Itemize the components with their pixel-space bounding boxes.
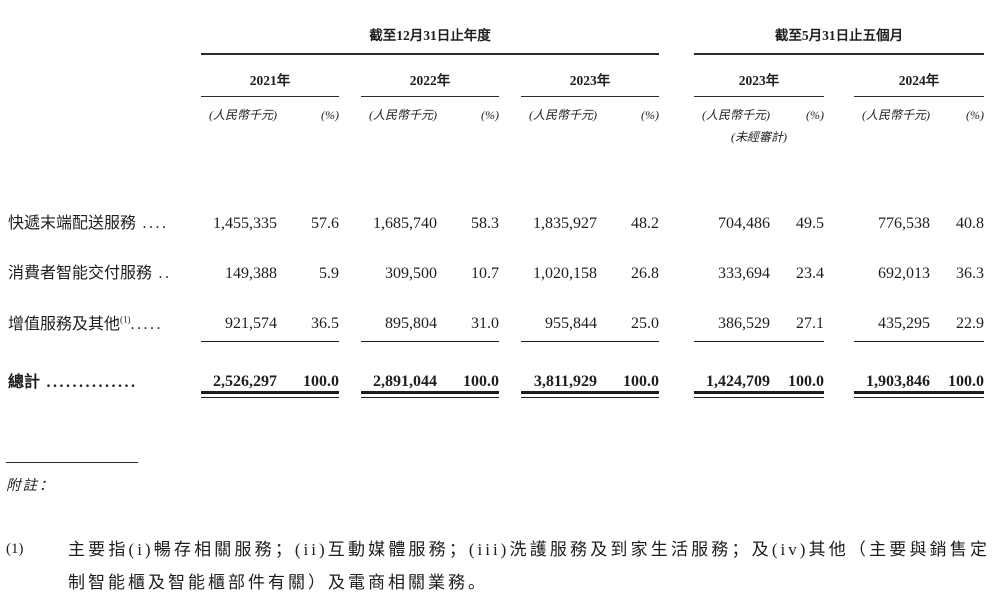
- pct-cell: 36.3: [956, 265, 984, 282]
- value-cell: 1,455,335: [213, 215, 277, 232]
- pct-cell: 25.0: [597, 291, 659, 342]
- pct-label: (%): [641, 108, 659, 122]
- unit-label: (人民幣千元): [209, 108, 277, 122]
- pct-cell: 10.7: [471, 265, 499, 282]
- table-row-last-mile-delivery: 快遞末端配送服務 .... 1,455,335 57.6 1,685,740 5…: [8, 191, 984, 241]
- footnote-marker: (1): [6, 541, 24, 557]
- pct-cell: 5.9: [319, 265, 339, 282]
- year-header-2023-5m: 2023年: [694, 54, 824, 97]
- pct-cell: 31.0: [437, 291, 499, 342]
- unit-label: (人民幣千元): [862, 108, 930, 122]
- value-cell: 386,529: [694, 291, 770, 342]
- year-header-2024: 2024年: [854, 54, 984, 97]
- pct-cell: 23.4: [796, 265, 824, 282]
- period-header-row: 截至12月31日止年度 截至5月31日止五個月: [8, 24, 984, 55]
- total-pct-cell: 100.0: [770, 341, 824, 398]
- pct-label: (%): [806, 108, 824, 122]
- table-row-total: 總計 .............. 2,526,297 100.0 2,891,…: [8, 341, 984, 398]
- total-value-cell: 2,891,044: [361, 341, 437, 398]
- footnote-ref: (1): [120, 314, 131, 325]
- pct-cell: 49.5: [796, 215, 824, 232]
- total-label: 總計 ..............: [8, 373, 138, 391]
- pct-label: (%): [321, 108, 339, 122]
- unit-label: (人民幣千元): [702, 108, 770, 122]
- unit-header-row: (人民幣千元) (%) (人民幣千元) (%) (人民幣千元) (%) (人民幣…: [8, 97, 984, 124]
- value-cell: 333,694: [718, 265, 770, 282]
- value-cell: 955,844: [521, 291, 597, 342]
- dot-leader: ..............: [40, 373, 138, 391]
- pct-cell: 40.8: [956, 215, 984, 232]
- pct-cell: 57.6: [311, 215, 339, 232]
- unaudited-label: (未經審計): [731, 130, 787, 144]
- unaudited-row: (未經審計): [8, 123, 984, 145]
- value-cell: 309,500: [385, 265, 437, 282]
- row-label: 增值服務及其他(1).....: [8, 314, 164, 333]
- value-cell: 776,538: [878, 215, 930, 232]
- unit-label: (人民幣千元): [529, 108, 597, 122]
- total-value-cell: 2,526,297: [201, 341, 277, 398]
- dot-leader: ....: [136, 215, 169, 232]
- pct-cell: 36.5: [277, 291, 339, 342]
- table-row-value-added-services: 增值服務及其他(1)..... 921,574 36.5 895,804 31.…: [8, 291, 984, 342]
- pct-cell: 48.2: [631, 215, 659, 232]
- footnote-1: (1) 主要指(i)暢存相關服務；(ii)互動媒體服務；(iii)洗護服務及到家…: [6, 533, 990, 599]
- total-value-cell: 1,903,846: [854, 341, 930, 398]
- unit-label: (人民幣千元): [369, 108, 437, 122]
- year-header-row: 2021年 2022年 2023年 2023年 2024年: [8, 54, 984, 97]
- row-label: 快遞末端配送服務 ....: [8, 215, 169, 232]
- year-header-2023: 2023年: [521, 54, 659, 97]
- revenue-breakdown-table: 截至12月31日止年度 截至5月31日止五個月 2021年 2022年 2023…: [8, 24, 984, 398]
- pct-cell: 26.8: [631, 265, 659, 282]
- total-value-cell: 3,811,929: [521, 341, 597, 398]
- value-cell: 1,020,158: [533, 265, 597, 282]
- value-cell: 921,574: [201, 291, 277, 342]
- value-cell: 692,013: [878, 265, 930, 282]
- pct-label: (%): [481, 108, 499, 122]
- pct-cell: 27.1: [770, 291, 824, 342]
- footnote-divider: [6, 462, 138, 463]
- pct-label: (%): [966, 108, 984, 122]
- spacer-row: [8, 145, 984, 191]
- total-pct-cell: 100.0: [930, 341, 984, 398]
- value-cell: 1,685,740: [373, 215, 437, 232]
- total-pct-cell: 100.0: [277, 341, 339, 398]
- footnote-text: 主要指(i)暢存相關服務；(ii)互動媒體服務；(iii)洗護服務及到家生活服務…: [68, 540, 990, 592]
- value-cell: 1,835,927: [533, 215, 597, 232]
- year-header-2022: 2022年: [361, 54, 499, 97]
- period-header-annual: 截至12月31日止年度: [201, 24, 659, 55]
- total-value-cell: 1,424,709: [694, 341, 770, 398]
- row-label: 消費者智能交付服務 ..: [8, 265, 172, 282]
- total-pct-cell: 100.0: [597, 341, 659, 398]
- column-gap: [659, 24, 694, 54]
- dot-leader: .....: [130, 315, 164, 333]
- year-header-2021: 2021年: [201, 54, 339, 97]
- period-header-five-months: 截至5月31日止五個月: [694, 24, 984, 55]
- pct-cell: 58.3: [471, 215, 499, 232]
- corner-cell: [8, 24, 201, 54]
- notes-heading: 附註：: [6, 478, 56, 494]
- value-cell: 435,295: [854, 291, 930, 342]
- table-row-consumer-smart-delivery: 消費者智能交付服務 .. 149,388 5.9 309,500 10.7 1,…: [8, 241, 984, 291]
- value-cell: 895,804: [361, 291, 437, 342]
- total-pct-cell: 100.0: [437, 341, 499, 398]
- value-cell: 149,388: [225, 265, 277, 282]
- pct-cell: 22.9: [930, 291, 984, 342]
- value-cell: 704,486: [718, 215, 770, 232]
- dot-leader: ..: [152, 265, 172, 282]
